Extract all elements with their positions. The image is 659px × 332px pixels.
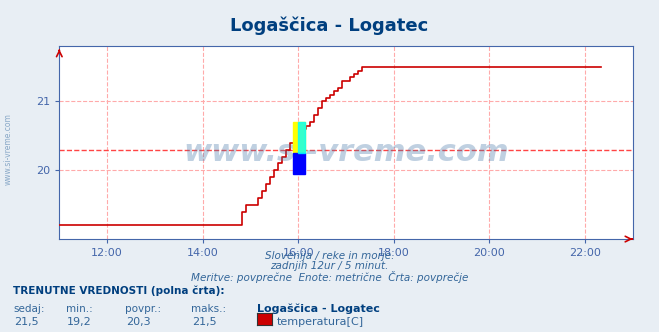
Text: 20,3: 20,3	[126, 317, 151, 327]
Text: 21,5: 21,5	[192, 317, 217, 327]
Text: 21,5: 21,5	[14, 317, 39, 327]
Text: www.si-vreme.com: www.si-vreme.com	[183, 138, 509, 167]
Text: zadnjih 12ur / 5 minut.: zadnjih 12ur / 5 minut.	[270, 261, 389, 271]
Text: Logaščica - Logatec: Logaščica - Logatec	[257, 304, 380, 314]
Text: Logaščica - Logatec: Logaščica - Logatec	[231, 17, 428, 35]
Text: Meritve: povprečne  Enote: metrične  Črta: povprečje: Meritve: povprečne Enote: metrične Črta:…	[191, 271, 468, 283]
Text: min.:: min.:	[66, 304, 93, 314]
Bar	[299, 122, 305, 153]
Bar	[293, 122, 305, 153]
Text: povpr.:: povpr.:	[125, 304, 161, 314]
Text: Slovenija / reke in morje.: Slovenija / reke in morje.	[265, 251, 394, 261]
Text: www.si-vreme.com: www.si-vreme.com	[3, 114, 13, 185]
Text: sedaj:: sedaj:	[13, 304, 45, 314]
Text: maks.:: maks.:	[191, 304, 226, 314]
Text: 19,2: 19,2	[67, 317, 92, 327]
Text: TRENUTNE VREDNOSTI (polna črta):: TRENUTNE VREDNOSTI (polna črta):	[13, 286, 225, 296]
Bar	[293, 153, 305, 174]
Text: temperatura[C]: temperatura[C]	[277, 317, 364, 327]
